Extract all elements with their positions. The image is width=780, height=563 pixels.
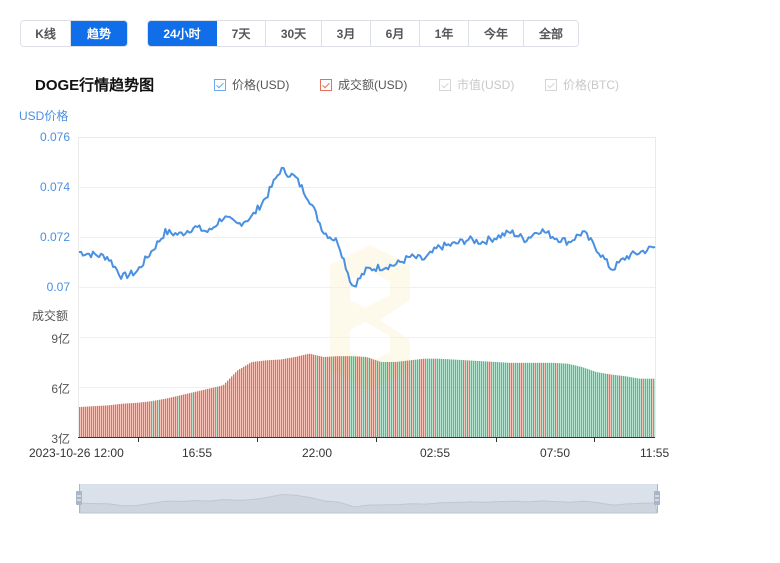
volume-tick: 3亿 [51, 432, 70, 446]
chart-title: DOGE行情趋势图 [35, 77, 155, 94]
legend-label: 价格(USD) [232, 78, 290, 92]
price-tick: 0.074 [39, 180, 70, 194]
tab-1y[interactable]: 1年 [420, 21, 469, 46]
volume-bars [79, 353, 655, 437]
tab-3m[interactable]: 3月 [322, 21, 371, 46]
legend-label: 价格(BTC) [563, 78, 619, 92]
price-tick: 0.072 [39, 230, 70, 244]
legend-label: 成交额(USD) [338, 78, 408, 92]
legend-marketcap-usd[interactable]: 市值(USD) [439, 76, 514, 93]
data-zoom-right-handle-icon[interactable] [654, 491, 660, 505]
checkbox-checked-icon[interactable] [545, 78, 557, 91]
legend-label: 市值(USD) [457, 78, 515, 92]
checkbox-checked-icon[interactable] [320, 78, 332, 91]
volume-tick: 9亿 [51, 332, 70, 346]
volume-axis-title: 成交额 [32, 309, 69, 323]
data-zoom-slider[interactable] [76, 484, 660, 514]
tab-all[interactable]: 全部 [524, 21, 578, 46]
tab-kline[interactable]: K线 [21, 21, 72, 46]
checkbox-checked-icon[interactable] [214, 78, 226, 91]
legend-price-btc[interactable]: 价格(BTC) [545, 76, 619, 93]
tab-7d[interactable]: 7天 [217, 21, 266, 46]
data-zoom-left-handle-icon[interactable] [76, 491, 82, 505]
x-tick-label: 16:55 [182, 446, 213, 460]
x-axis-ticks [138, 437, 595, 442]
view-mode-tabs: K线 趋势 [20, 20, 128, 47]
x-tick-label: 22:00 [302, 446, 333, 460]
data-zoom-preview [79, 494, 658, 514]
tab-trend[interactable]: 趋势 [71, 21, 127, 46]
x-tick-label: 2023-10-26 12:00 [29, 446, 124, 460]
tab-6m[interactable]: 6月 [371, 21, 420, 46]
x-tick-label: 07:50 [540, 446, 571, 460]
tab-ytd[interactable]: 今年 [469, 21, 524, 46]
price-tick: 0.07 [46, 280, 70, 294]
tab-24h[interactable]: 24小时 [148, 21, 217, 46]
checkbox-checked-icon[interactable] [439, 78, 451, 91]
x-tick-label: 02:55 [420, 446, 451, 460]
tab-30d[interactable]: 30天 [266, 21, 322, 46]
price-axis-title: USD价格 [19, 109, 69, 123]
volume-tick: 6亿 [51, 382, 70, 396]
x-tick-label: 11:55 [640, 446, 670, 460]
price-tick: 0.076 [39, 130, 70, 144]
time-range-tabs: 24小时 7天 30天 3月 6月 1年 今年 全部 [147, 20, 579, 47]
legend-price-usd[interactable]: 价格(USD) [214, 76, 289, 93]
legend-volume-usd[interactable]: 成交额(USD) [320, 76, 407, 93]
price-line [78, 166, 656, 288]
